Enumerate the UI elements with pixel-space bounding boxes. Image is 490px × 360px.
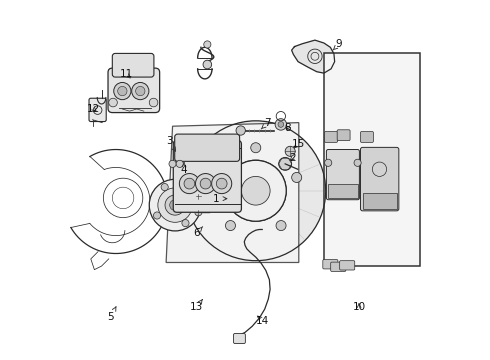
FancyBboxPatch shape [112,53,154,77]
FancyBboxPatch shape [173,140,242,212]
Circle shape [161,184,168,191]
Circle shape [278,122,284,127]
Circle shape [195,193,202,200]
Circle shape [204,41,211,48]
Circle shape [242,176,270,205]
Circle shape [158,188,192,222]
Circle shape [285,146,295,156]
Circle shape [275,119,287,130]
Circle shape [292,172,302,183]
Polygon shape [166,123,299,262]
Text: 15: 15 [292,139,305,149]
FancyBboxPatch shape [340,261,355,270]
FancyBboxPatch shape [323,260,338,269]
Text: 7: 7 [261,118,270,129]
Circle shape [216,178,227,189]
Text: 2: 2 [290,153,296,163]
FancyBboxPatch shape [324,132,338,142]
Circle shape [176,160,183,167]
Bar [324,53,420,266]
Polygon shape [292,40,335,73]
Bar [328,184,358,198]
FancyBboxPatch shape [361,132,373,142]
Circle shape [200,178,211,189]
FancyBboxPatch shape [108,68,160,113]
Circle shape [182,220,189,227]
Circle shape [149,179,201,231]
Text: 3: 3 [166,136,175,151]
Circle shape [225,221,236,231]
FancyBboxPatch shape [361,147,399,211]
Circle shape [324,159,332,166]
Circle shape [354,159,361,166]
Text: 11: 11 [120,69,133,79]
Circle shape [236,126,245,135]
Circle shape [203,60,212,69]
Circle shape [276,221,286,231]
FancyBboxPatch shape [89,98,106,122]
Circle shape [165,195,185,215]
FancyBboxPatch shape [234,333,245,343]
FancyBboxPatch shape [326,149,359,200]
FancyBboxPatch shape [331,262,346,271]
Circle shape [153,212,161,219]
Circle shape [279,157,292,170]
Text: 13: 13 [190,300,203,312]
Text: 14: 14 [256,316,269,325]
Circle shape [118,86,127,96]
Circle shape [196,174,216,194]
Circle shape [190,191,196,198]
Circle shape [149,98,158,107]
Text: 6: 6 [193,227,203,238]
Circle shape [136,86,145,96]
Text: 8: 8 [285,123,292,133]
Text: 1: 1 [213,194,227,204]
Circle shape [132,82,149,100]
Text: 10: 10 [352,302,366,312]
FancyBboxPatch shape [175,134,240,161]
Circle shape [212,174,232,194]
Circle shape [251,143,261,153]
Circle shape [210,172,220,183]
Circle shape [169,160,176,167]
Circle shape [179,174,199,194]
Circle shape [109,98,117,107]
Text: 9: 9 [333,40,343,50]
Circle shape [184,178,195,189]
Circle shape [195,209,202,216]
Text: 12: 12 [87,104,100,114]
Bar [363,193,397,209]
FancyBboxPatch shape [337,130,350,140]
Text: 4: 4 [181,162,187,175]
Circle shape [170,200,180,211]
Circle shape [114,82,131,100]
Circle shape [225,160,286,221]
Text: 5: 5 [107,307,116,322]
